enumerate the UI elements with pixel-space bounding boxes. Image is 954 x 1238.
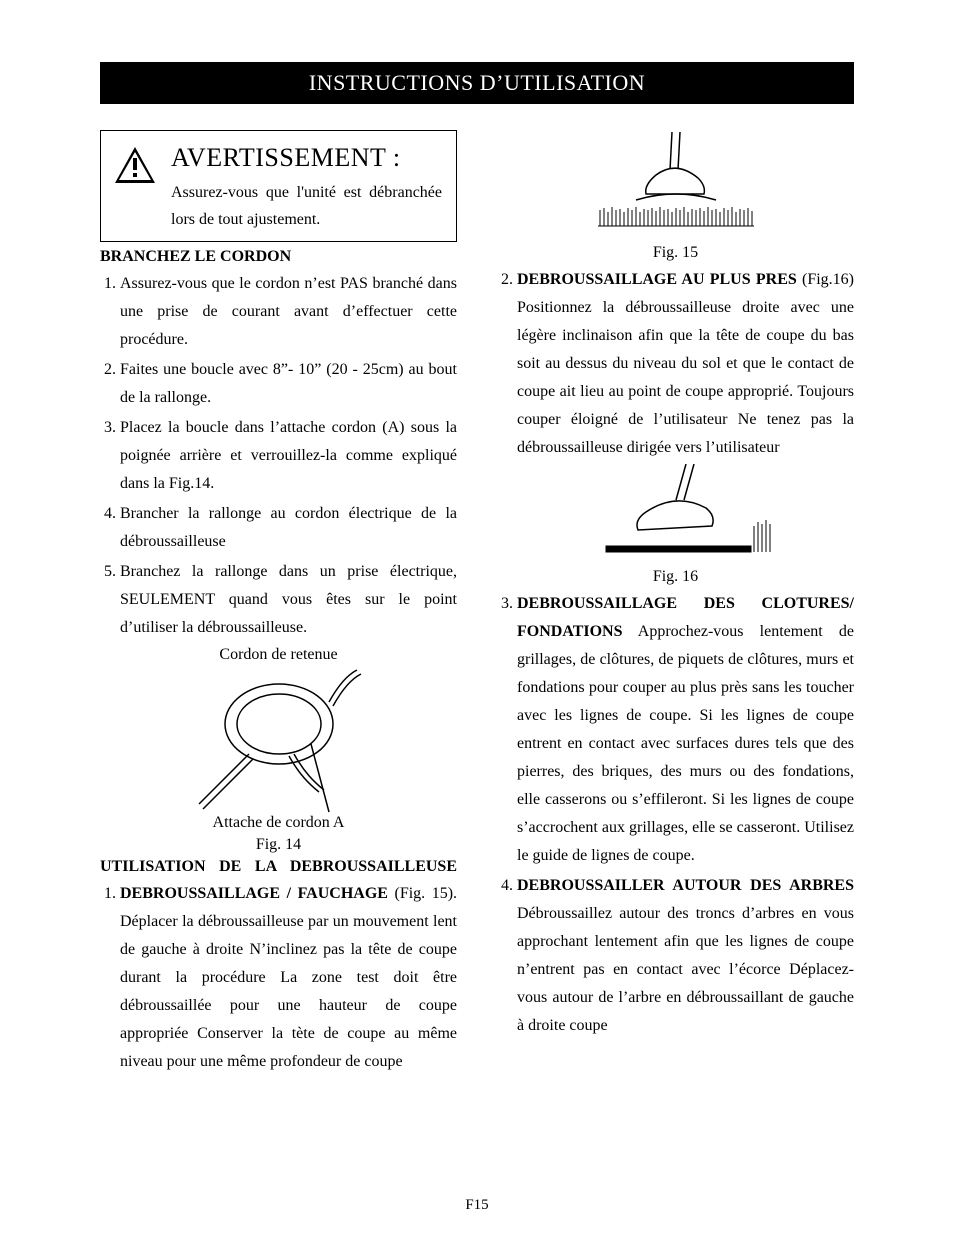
fig16-illustration — [576, 464, 776, 564]
fig16-caption: Fig. 16 — [497, 568, 854, 586]
warning-box: AVERTISSEMENT : Assurez-vous que l'unité… — [100, 130, 457, 242]
fig14-bottom-label: Attache de cordon A — [100, 814, 457, 832]
page-title-bar: INSTRUCTIONS D’UTILISATION — [100, 62, 854, 104]
section-branchez-heading: BRANCHEZ LE CORDON — [100, 248, 457, 266]
list-item: DEBROUSSAILLAGE DES CLOTURES/ FONDATIONS… — [517, 590, 854, 870]
list-item: Placez la boucle dans l’attache cordon (… — [120, 414, 457, 498]
two-column-layout: AVERTISSEMENT : Assurez-vous que l'unité… — [100, 130, 854, 1078]
figure-14: Cordon de retenue Attache de cordon — [100, 646, 457, 854]
warning-icon — [111, 141, 159, 189]
item4-body: Débroussaillez autour des troncs d’arbre… — [517, 905, 854, 1034]
fig14-caption: Fig. 14 — [100, 836, 457, 854]
figure-15: Fig. 15 — [497, 130, 854, 262]
list-item: Assurez-vous que le cordon n’est PAS bra… — [120, 270, 457, 354]
list-item: DEBROUSSAILLAGE AU PLUS PRES (Fig.16) Po… — [517, 266, 854, 462]
list-item: DEBROUSSAILLAGE / FAUCHAGE (Fig. 15). Dé… — [120, 880, 457, 1076]
section-utilisation-heading: UTILISATION DE LA DEBROUSSAILLEUSE — [100, 858, 457, 876]
item1-title: DEBROUSSAILLAGE / FAUCHAGE — [120, 885, 388, 902]
page-number: F15 — [0, 1197, 954, 1214]
item2-body: (Fig.16) Positionnez la débroussailleuse… — [517, 271, 854, 456]
usage-list-right-b: DEBROUSSAILLAGE DES CLOTURES/ FONDATIONS… — [497, 590, 854, 1040]
list-item: Branchez la rallonge dans un prise élect… — [120, 558, 457, 642]
figure-16: Fig. 16 — [497, 464, 854, 586]
item2-title: DEBROUSSAILLAGE AU PLUS PRES — [517, 271, 797, 288]
cord-steps-list: Assurez-vous que le cordon n’est PAS bra… — [100, 270, 457, 642]
list-item: Brancher la rallonge au cordon électriqu… — [120, 500, 457, 556]
fig14-illustration — [179, 664, 379, 814]
fig15-caption: Fig. 15 — [497, 244, 854, 262]
usage-list-left: DEBROUSSAILLAGE / FAUCHAGE (Fig. 15). Dé… — [100, 880, 457, 1076]
list-item: DEBROUSSAILLER AUTOUR DES ARBRES Débrous… — [517, 872, 854, 1040]
page-title: INSTRUCTIONS D’UTILISATION — [309, 70, 645, 95]
warning-text: Assurez-vous que l'unité est débranchée … — [171, 179, 442, 233]
fig15-illustration — [586, 130, 766, 240]
item4-title: DEBROUSSAILLER AUTOUR DES ARBRES — [517, 877, 854, 894]
left-column: AVERTISSEMENT : Assurez-vous que l'unité… — [100, 130, 457, 1078]
usage-list-right-a: DEBROUSSAILLAGE AU PLUS PRES (Fig.16) Po… — [497, 266, 854, 462]
page: INSTRUCTIONS D’UTILISATION AVERTISSEMENT… — [0, 0, 954, 1238]
list-item: Faites une boucle avec 8”- 10” (20 - 25c… — [120, 356, 457, 412]
right-column: Fig. 15 DEBROUSSAILLAGE AU PLUS PRES (Fi… — [497, 130, 854, 1078]
warning-body: AVERTISSEMENT : Assurez-vous que l'unité… — [171, 141, 442, 233]
item3-body: Approchez-vous lentement de grillages, d… — [517, 623, 854, 864]
fig14-top-label: Cordon de retenue — [100, 646, 457, 664]
item1-body: (Fig. 15). Déplacer la débroussailleuse … — [120, 885, 457, 1070]
warning-heading: AVERTISSEMENT : — [171, 143, 442, 173]
